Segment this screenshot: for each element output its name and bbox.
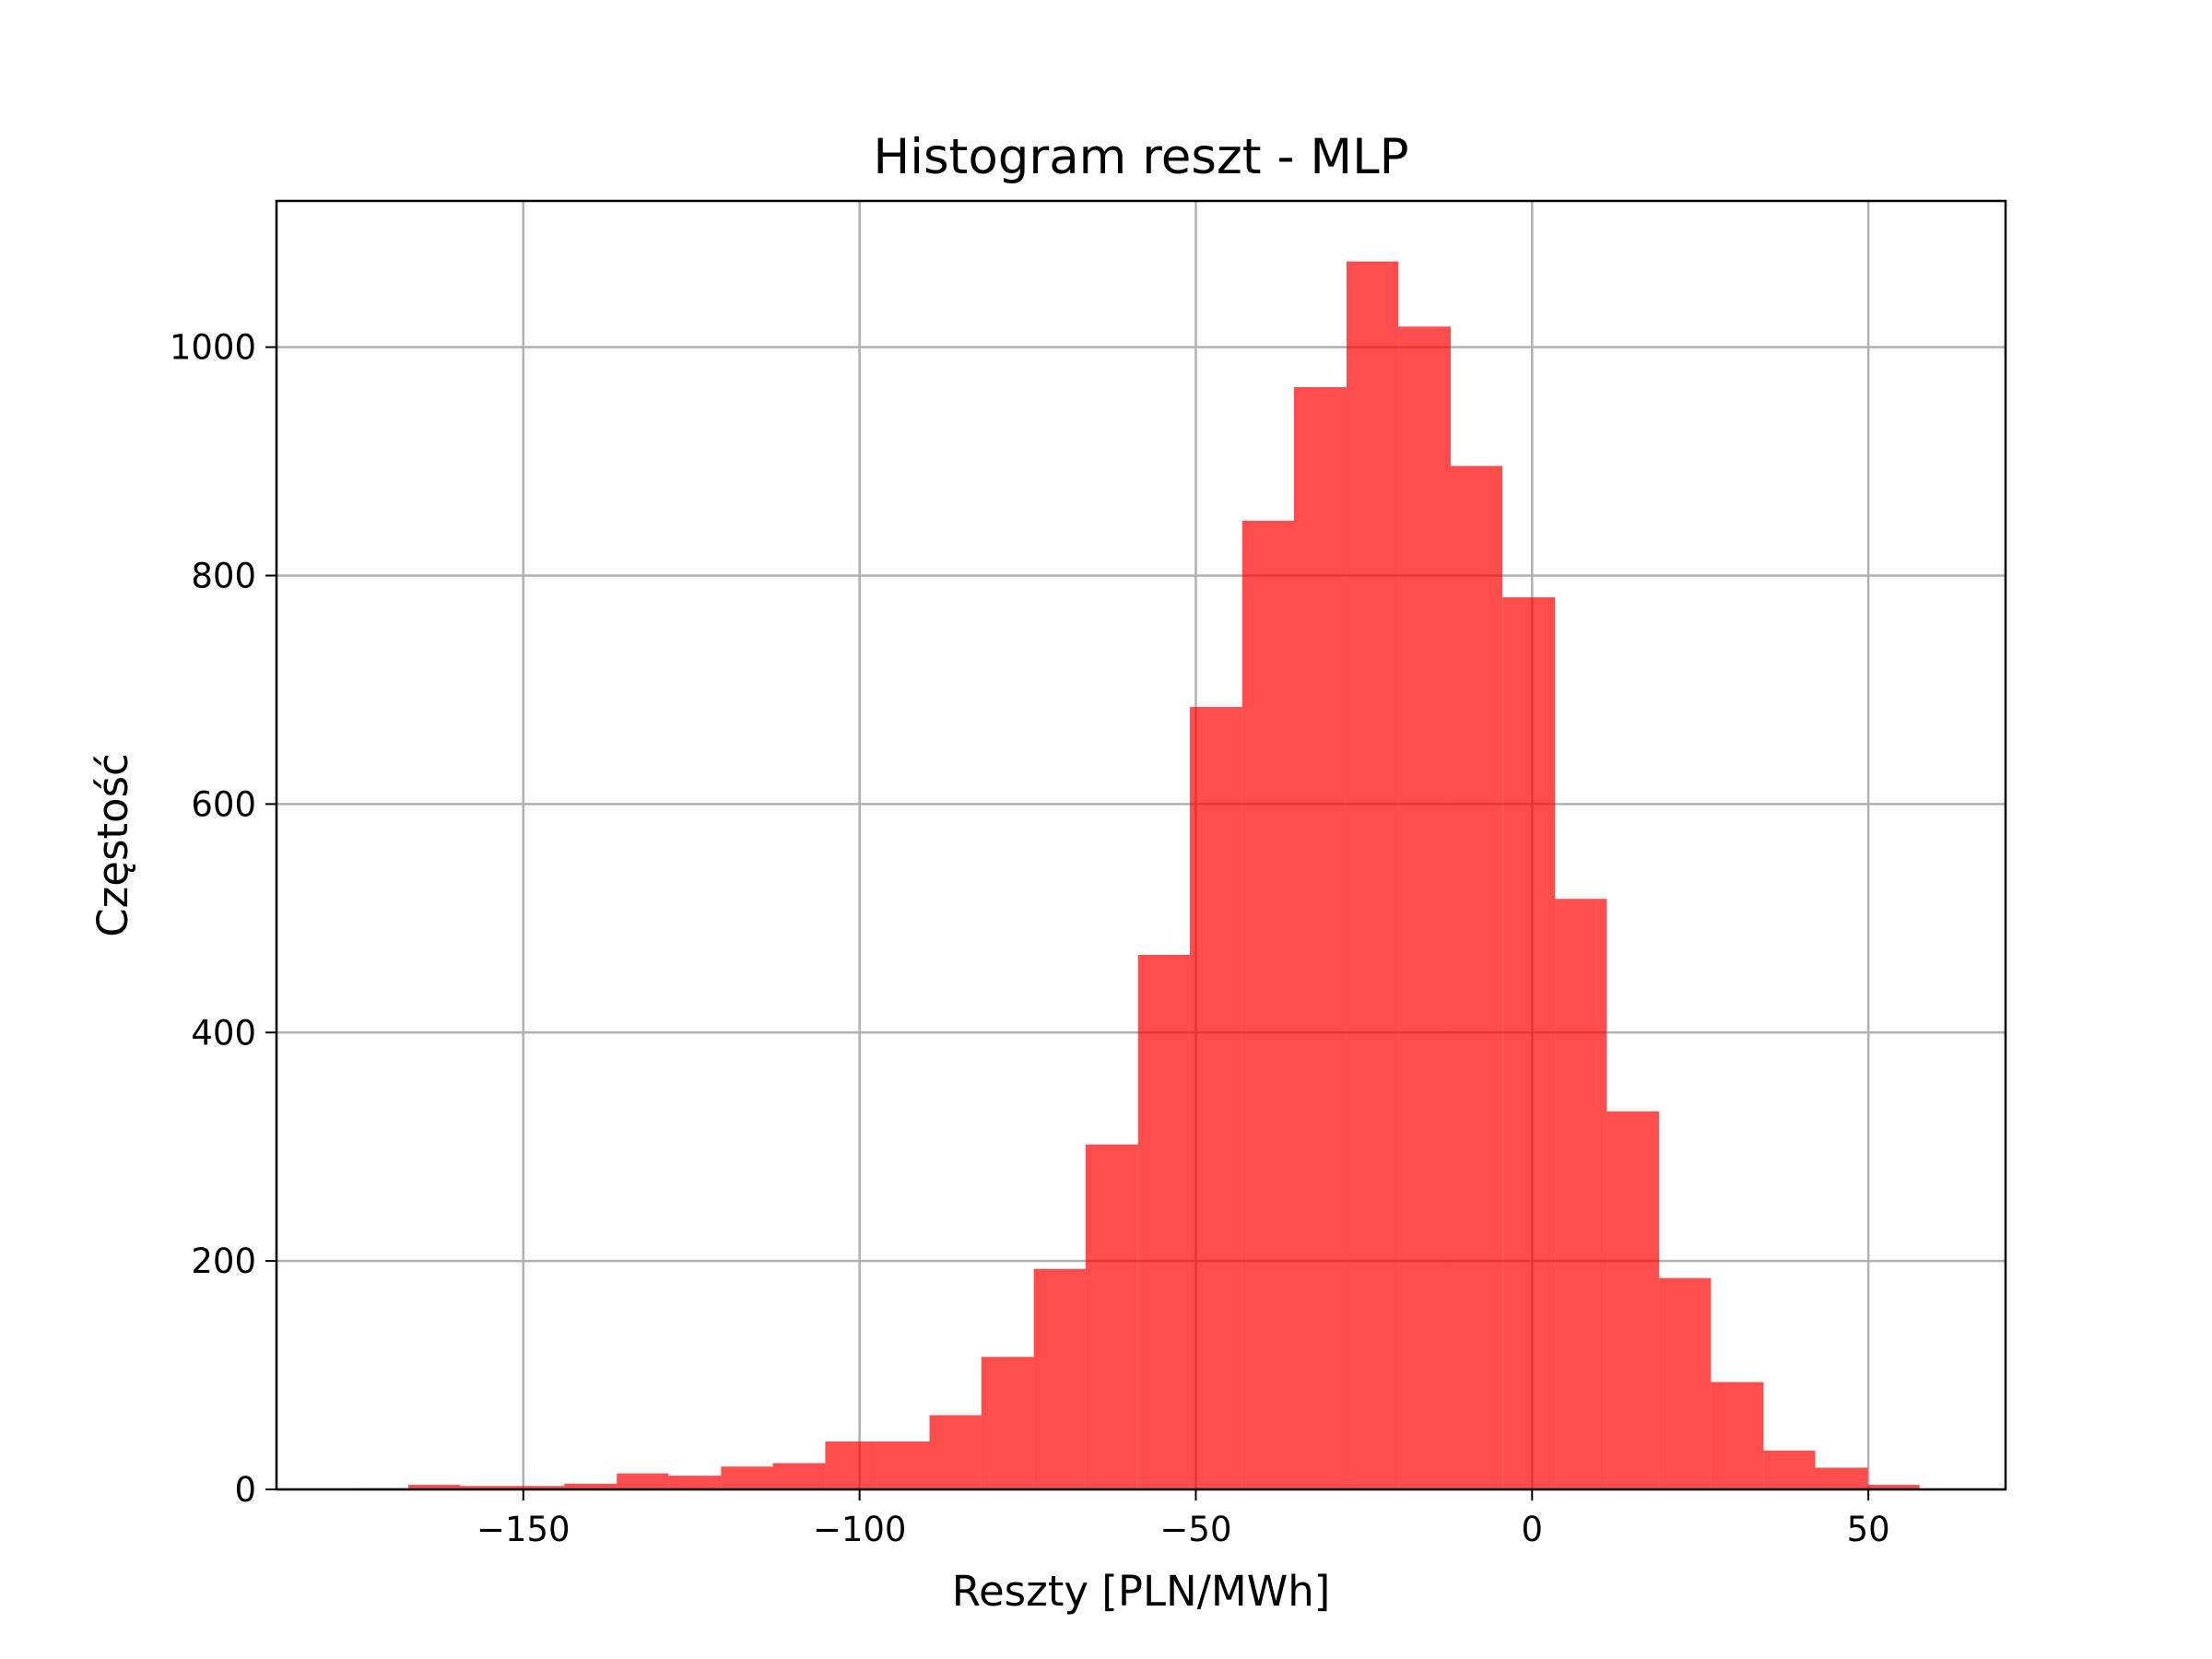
x-tick-label: 50 xyxy=(1847,1510,1890,1549)
y-tick-label: 400 xyxy=(191,1013,256,1053)
histogram-bar xyxy=(1659,1277,1712,1489)
histogram-bar xyxy=(1137,954,1190,1489)
histogram-bar xyxy=(564,1483,618,1489)
histogram-bar xyxy=(1502,597,1556,1489)
y-tick-label: 800 xyxy=(191,557,256,596)
histogram-bar xyxy=(825,1441,877,1489)
histogram-bar xyxy=(772,1463,826,1489)
chart-title: Histogram reszt - MLP xyxy=(873,129,1408,185)
histogram-bar xyxy=(1555,899,1607,1489)
histogram-bar xyxy=(408,1485,461,1489)
y-tick-label: 200 xyxy=(191,1241,256,1281)
y-axis-ticks: 0 200 400 600 800 1000 xyxy=(170,328,276,1510)
histogram-bar xyxy=(1189,707,1242,1489)
histogram-bar xyxy=(981,1357,1034,1489)
y-tick-label: 1000 xyxy=(170,328,256,368)
y-tick-label: 600 xyxy=(191,784,256,824)
histogram-bar xyxy=(1606,1111,1660,1489)
histogram-bar xyxy=(1451,465,1503,1489)
histogram-bars xyxy=(356,261,1920,1490)
x-axis-label: Reszty [PLN/MWh] xyxy=(952,1567,1331,1616)
y-axis-label: Częstość xyxy=(88,753,137,937)
x-tick-label: −150 xyxy=(477,1510,571,1549)
x-tick-label: 0 xyxy=(1522,1510,1544,1549)
histogram-bar xyxy=(721,1466,773,1489)
histogram-bar xyxy=(1346,261,1399,1489)
histogram-bar xyxy=(1033,1268,1086,1489)
histogram-bar xyxy=(617,1473,669,1489)
histogram-bar xyxy=(1294,387,1347,1489)
histogram-bar xyxy=(1085,1144,1138,1489)
x-tick-label: −50 xyxy=(1159,1510,1231,1549)
histogram-bar xyxy=(1241,521,1295,1490)
plot-frame xyxy=(275,199,2007,1491)
histogram-bar xyxy=(1867,1485,1920,1489)
histogram-bar xyxy=(1398,326,1452,1489)
histogram-bar xyxy=(1711,1382,1764,1489)
histogram-bar xyxy=(877,1441,930,1489)
histogram-bar xyxy=(512,1486,565,1489)
histogram-bar xyxy=(1763,1450,1816,1489)
histogram-bar xyxy=(929,1415,982,1489)
histogram-bar xyxy=(1815,1467,1868,1489)
x-tick-label: −100 xyxy=(813,1510,907,1549)
x-axis-ticks: −150 −100 −50 0 50 xyxy=(477,1489,1890,1549)
histogram-bar xyxy=(668,1476,722,1489)
histogram-bar xyxy=(460,1486,513,1489)
y-tick-label: 0 xyxy=(234,1470,256,1510)
